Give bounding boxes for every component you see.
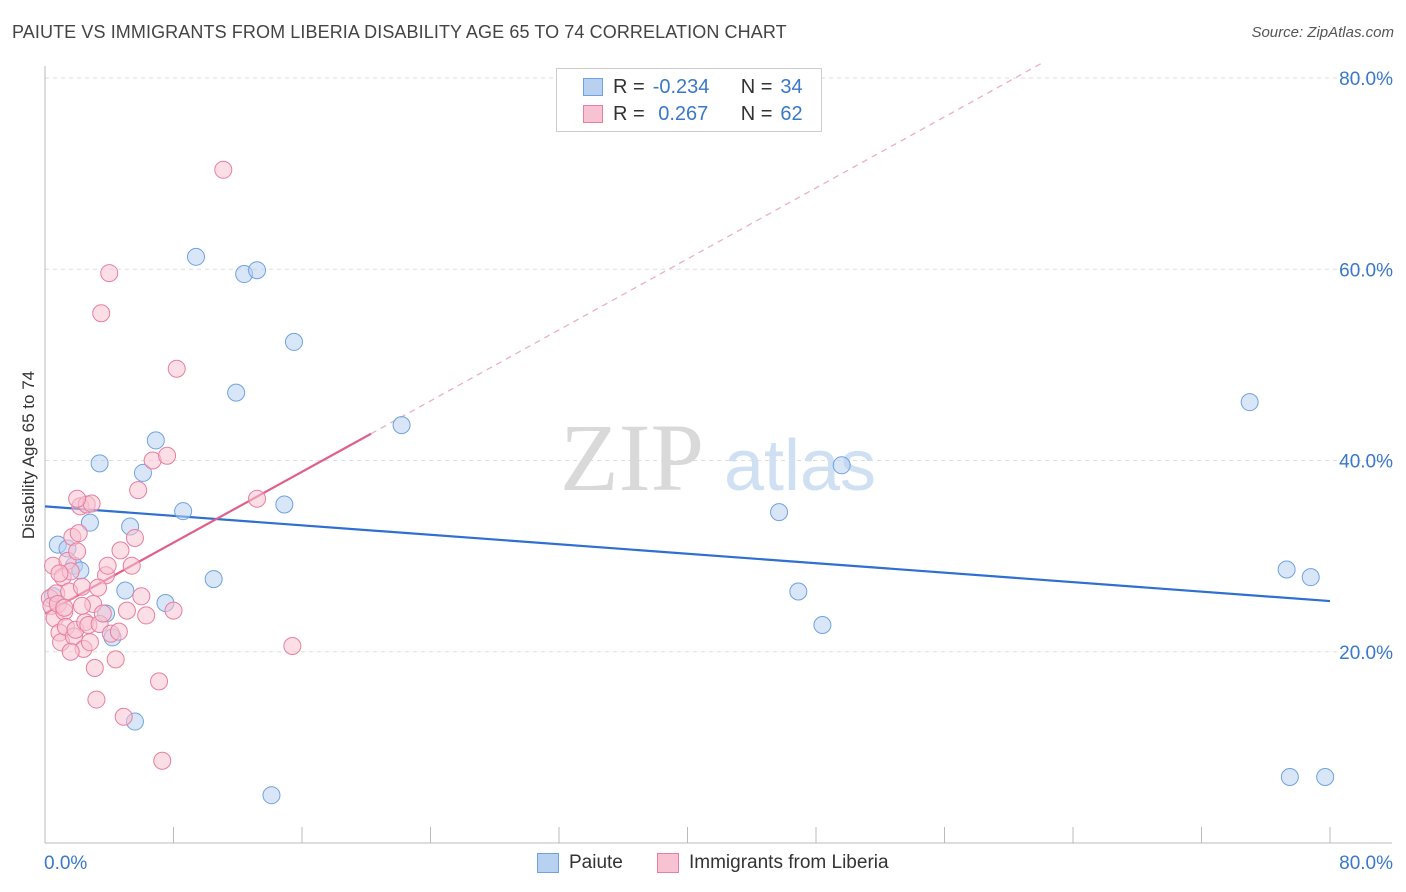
paiute-point xyxy=(275,495,294,514)
liberia-point xyxy=(150,672,169,691)
grid-lines xyxy=(45,77,1392,653)
paiute-swatch xyxy=(583,78,603,96)
liberia-point xyxy=(87,690,106,709)
liberia-point xyxy=(100,264,119,283)
paiute-point xyxy=(1240,393,1259,412)
paiute-point xyxy=(392,416,411,435)
paiute-point xyxy=(1301,568,1320,587)
paiute-point xyxy=(1280,768,1299,787)
liberia-point xyxy=(69,524,88,543)
paiute-point xyxy=(1316,768,1335,787)
liberia-point xyxy=(106,650,125,669)
y-tick-label: 40.0% xyxy=(1339,452,1393,473)
liberia-legend-swatch xyxy=(657,853,679,873)
liberia-point xyxy=(72,577,91,596)
paiute-point xyxy=(204,570,223,589)
liberia-point xyxy=(55,598,74,617)
n-value: 62 xyxy=(780,102,803,125)
liberia-point xyxy=(98,556,117,575)
chart-source: Source: ZipAtlas.com xyxy=(1251,24,1394,41)
liberia-point xyxy=(72,596,91,615)
n-value: 34 xyxy=(780,75,803,98)
liberia-legend-label: Immigrants from Liberia xyxy=(689,852,889,873)
liberia-point xyxy=(114,707,133,726)
liberia-point xyxy=(125,528,144,547)
y-axis-label: Disability Age 65 to 74 xyxy=(19,371,38,539)
paiute-point xyxy=(116,581,135,600)
liberia-point xyxy=(111,541,130,560)
liberia-point xyxy=(132,587,151,606)
liberia-point xyxy=(61,642,80,661)
paiute-point xyxy=(832,456,851,475)
liberia-point xyxy=(153,751,172,770)
axes xyxy=(44,66,1392,844)
paiute-point xyxy=(770,503,789,522)
liberia-point xyxy=(93,604,112,623)
liberia-point xyxy=(164,601,183,620)
trend-lines xyxy=(44,63,1331,615)
paiute-point xyxy=(248,261,267,280)
n-label: N = xyxy=(740,102,773,125)
watermark-zip: ZIP xyxy=(560,404,704,511)
x-tick-label: 0.0% xyxy=(44,853,87,874)
series-legend: Paiute Immigrants from Liberia xyxy=(0,852,1406,878)
r-label: R = xyxy=(613,75,645,98)
paiute-trend-line xyxy=(44,505,1331,603)
data-points xyxy=(40,160,1335,805)
correlation-legend: R = -0.234 N = 34 R = 0.267 N = 62 xyxy=(556,68,822,132)
paiute-point xyxy=(284,332,303,351)
n-label: N = xyxy=(740,75,773,98)
liberia-point xyxy=(80,633,99,652)
chart-title: PAIUTE VS IMMIGRANTS FROM LIBERIA DISABI… xyxy=(12,22,787,42)
liberia-point xyxy=(50,564,69,583)
paiute-point xyxy=(262,786,281,805)
y-tick-label: 80.0% xyxy=(1339,69,1393,90)
y-tick-label: 20.0% xyxy=(1339,643,1393,664)
r-value: -0.234 xyxy=(652,75,710,98)
paiute-point xyxy=(133,463,152,482)
paiute-point xyxy=(1277,560,1296,579)
paiute-point xyxy=(789,582,808,601)
paiute-point xyxy=(227,383,246,402)
axis-ticks: 20.0% 40.0% 60.0% 80.0% 0.0% 80.0% xyxy=(44,69,1393,874)
liberia-point xyxy=(85,659,104,678)
liberia-point xyxy=(68,489,87,508)
liberia-point xyxy=(248,489,267,508)
paiute-point xyxy=(813,615,832,634)
paiute-point xyxy=(186,247,205,266)
liberia-point xyxy=(122,556,141,575)
watermark: ZIP atlas xyxy=(560,404,876,511)
liberia-point xyxy=(68,542,87,561)
legend-row-paiute: R = -0.234 N = 34 xyxy=(583,74,803,100)
liberia-point xyxy=(129,481,148,500)
liberia-point xyxy=(283,637,302,656)
liberia-point xyxy=(137,606,156,625)
liberia-point xyxy=(117,601,136,620)
x-tick-label: 80.0% xyxy=(1339,853,1393,874)
paiute-point xyxy=(146,431,165,450)
paiute-legend-swatch xyxy=(537,853,559,873)
y-tick-label: 60.0% xyxy=(1339,260,1393,281)
liberia-point xyxy=(89,578,108,597)
liberia-point xyxy=(158,446,177,465)
liberia-point xyxy=(92,304,111,323)
paiute-legend-label: Paiute xyxy=(569,852,623,873)
legend-item-liberia[interactable]: Immigrants from Liberia xyxy=(657,852,889,874)
r-value: 0.267 xyxy=(652,102,709,125)
paiute-point xyxy=(80,513,99,532)
r-label: R = xyxy=(613,102,645,125)
legend-item-paiute[interactable]: Paiute xyxy=(537,852,623,874)
liberia-swatch xyxy=(583,105,603,123)
liberia-point xyxy=(214,160,233,179)
paiute-point xyxy=(174,502,193,521)
liberia-point xyxy=(109,622,128,641)
watermark-atlas: atlas xyxy=(724,426,876,506)
liberia-point xyxy=(167,359,186,378)
legend-row-liberia: R = 0.267 N = 62 xyxy=(583,101,803,127)
paiute-point xyxy=(90,454,109,473)
